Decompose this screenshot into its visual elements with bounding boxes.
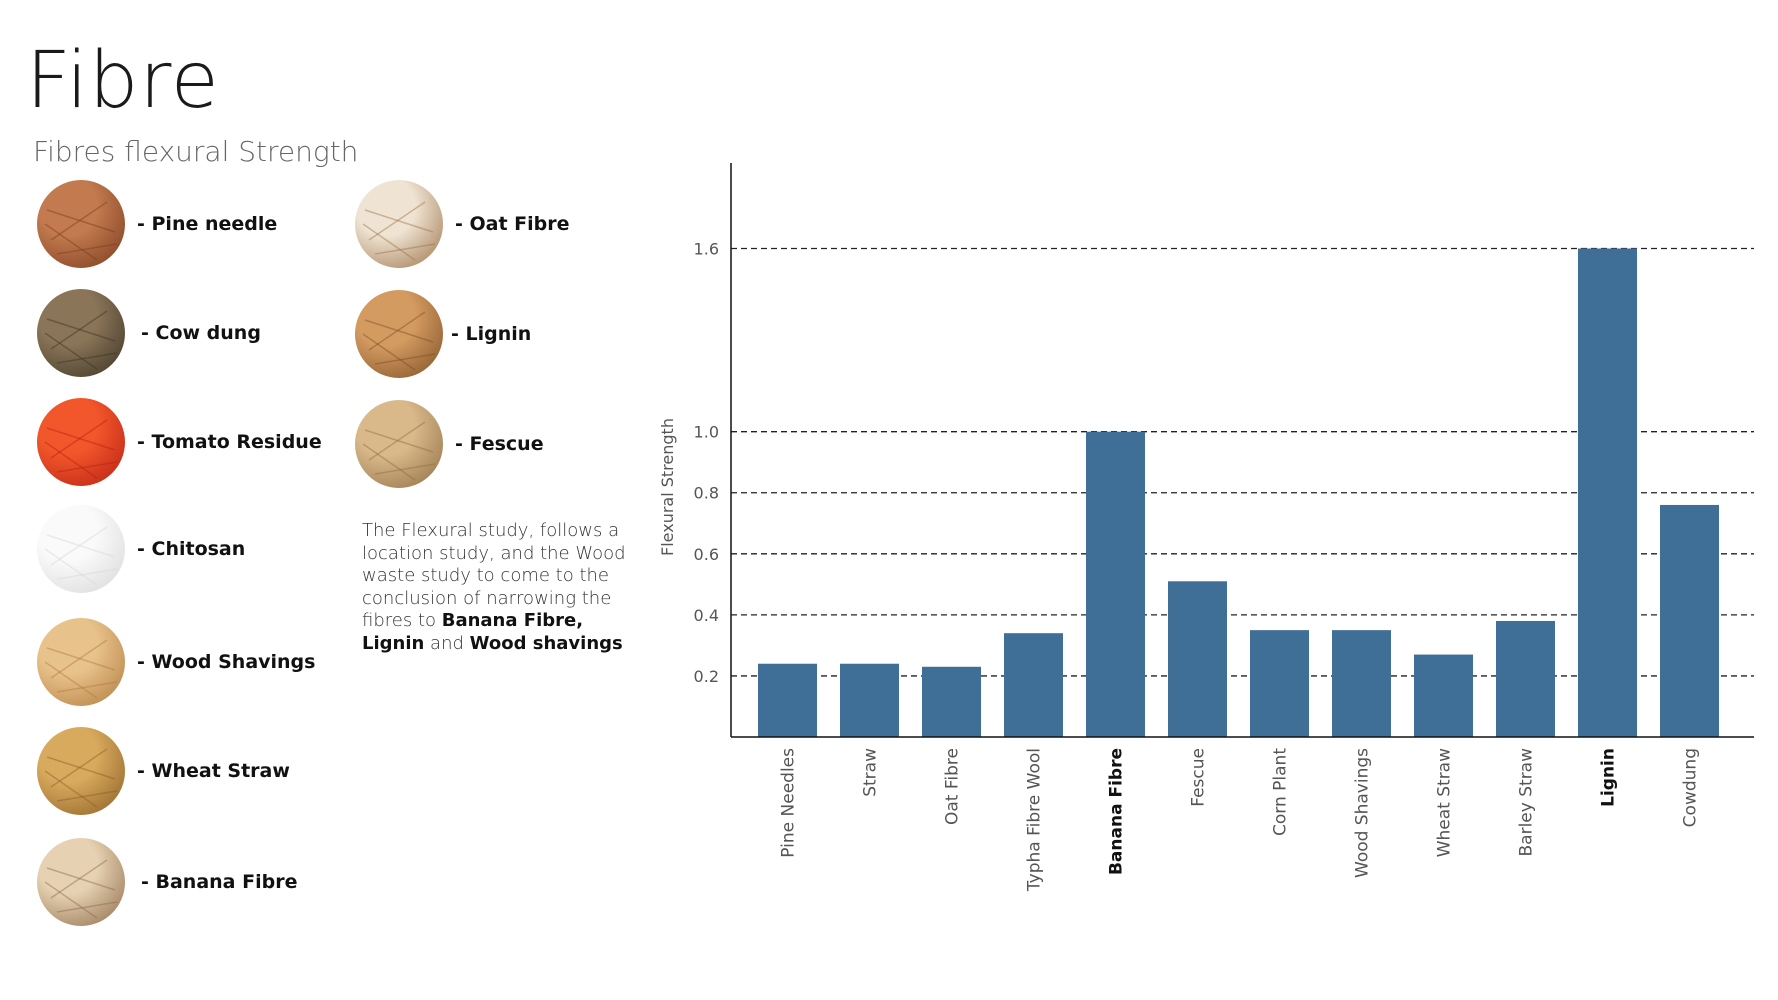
oat-fibre-thumbnail: [355, 180, 443, 268]
bar: [1168, 581, 1227, 737]
y-tick-label: 0.6: [694, 545, 719, 564]
cow-dung-thumbnail: [37, 289, 125, 377]
x-tick-label: Barley Straw: [1517, 748, 1537, 857]
x-tick-label: Straw: [861, 748, 881, 797]
y-axis-label: Flexural Strength: [658, 418, 677, 556]
tomato-residue-thumbnail: [37, 398, 125, 486]
x-tick-label: Lignin: [1599, 748, 1619, 807]
x-tick-label: Cowdung: [1681, 748, 1701, 827]
material-item: - Tomato Residue: [37, 398, 322, 486]
material-label: - Lignin: [451, 323, 532, 345]
y-tick-label: 1.0: [694, 423, 719, 442]
x-tick-label: Oat Fibre: [943, 748, 963, 825]
material-item: - Lignin: [355, 290, 531, 378]
bar: [840, 663, 899, 737]
page-title: Fibre: [26, 36, 220, 126]
y-tick-label: 1.6: [694, 239, 719, 258]
material-label: - Banana Fibre: [141, 871, 298, 893]
x-tick-label: Typha Fibre Wool: [1025, 748, 1045, 892]
y-tick-label: 0.4: [694, 606, 719, 625]
material-item: - Chitosan: [37, 505, 245, 593]
material-label: - Cow dung: [141, 322, 261, 344]
material-label: - Wheat Straw: [137, 760, 290, 782]
bar: [1578, 248, 1637, 737]
x-tick-label: Wood Shavings: [1353, 748, 1373, 878]
material-item: - Pine needle: [37, 180, 277, 268]
material-item: - Fescue: [355, 400, 544, 488]
x-tick-label: Banana Fibre: [1107, 748, 1127, 875]
description-bold-2: Wood shavings: [469, 632, 623, 654]
material-label: - Chitosan: [137, 538, 246, 560]
bar: [1004, 633, 1063, 737]
fescue-thumbnail: [355, 400, 443, 488]
bar: [1332, 630, 1391, 737]
description-text-1: The Flexural study, follows a location s…: [362, 520, 626, 631]
material-label: - Fescue: [455, 433, 544, 455]
material-label: - Wood Shavings: [137, 651, 316, 673]
material-item: - Banana Fibre: [37, 838, 297, 926]
pine-needle-thumbnail: [37, 180, 125, 268]
bar: [1414, 654, 1473, 737]
bar: [922, 666, 981, 737]
banana-fibre-thumbnail: [37, 838, 125, 926]
study-description: The Flexural study, follows a location s…: [362, 520, 647, 655]
material-item: - Cow dung: [37, 289, 261, 377]
wheat-straw-thumbnail: [37, 727, 125, 815]
x-tick-label: Wheat Straw: [1435, 748, 1455, 857]
page-subtitle: Fibres flexural Strength: [33, 135, 359, 168]
bar: [1250, 630, 1309, 737]
material-label: - Pine needle: [137, 213, 278, 235]
description-bold-1: Banana Fibre, Lignin: [362, 610, 584, 654]
y-tick-label: 0.2: [694, 667, 719, 686]
material-item: - Wheat Straw: [37, 727, 290, 815]
x-tick-label: Pine Needles: [779, 748, 799, 858]
material-label: - Tomato Residue: [137, 431, 322, 453]
bar: [1660, 504, 1719, 737]
material-item: - Wood Shavings: [37, 618, 315, 706]
chitosan-thumbnail: [37, 505, 125, 593]
bar: [1496, 620, 1555, 737]
description-text-2: and: [424, 632, 470, 654]
lignin-thumbnail: [355, 290, 443, 378]
x-tick-label: Fescue: [1189, 748, 1209, 807]
y-tick-label: 0.8: [694, 484, 719, 503]
x-tick-label: Corn Plant: [1271, 748, 1291, 836]
material-item: - Oat Fibre: [355, 180, 570, 268]
wood-shavings-thumbnail: [37, 618, 125, 706]
bar: [758, 663, 817, 737]
material-label: - Oat Fibre: [455, 213, 570, 235]
bar: [1086, 431, 1145, 737]
